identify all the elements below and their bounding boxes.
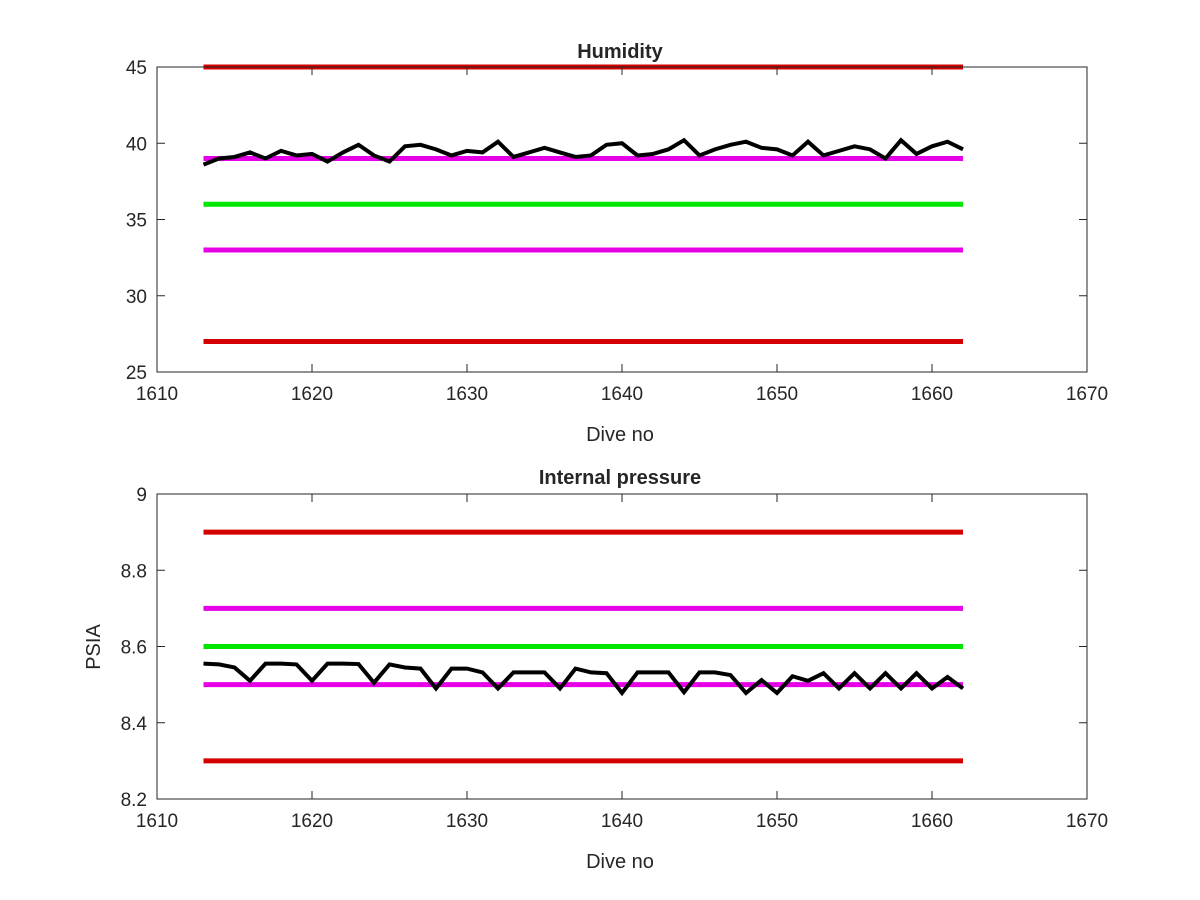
y-tick-label: 9 — [136, 485, 147, 506]
y-tick-label: 25 — [126, 363, 147, 384]
x-axis-label: Dive no — [586, 424, 654, 446]
x-tick-label: 1610 — [136, 811, 178, 832]
series-line — [203, 661, 965, 697]
x-tick-label: 1650 — [756, 384, 798, 405]
x-tick-label: 1660 — [911, 384, 953, 405]
x-tick-label: 1660 — [911, 811, 953, 832]
series-line — [202, 137, 964, 167]
y-tick-label: 8.4 — [121, 714, 148, 735]
x-tick-label: 1640 — [601, 811, 643, 832]
x-tick-label: 1630 — [446, 811, 488, 832]
y-tick-label: 45 — [126, 58, 147, 79]
x-tick-label: 1620 — [291, 811, 333, 832]
x-tick-label: 1630 — [446, 384, 488, 405]
y-tick-label: 8.2 — [121, 790, 147, 811]
y-tick-label: 35 — [126, 211, 147, 232]
y-tick-label: 30 — [126, 287, 147, 308]
humidity-chart: Humidity Dive no 1610 1620 1630 1640 1650 166… — [126, 41, 1108, 446]
x-tick-label: 1650 — [756, 811, 798, 832]
x-tick-label: 1670 — [1066, 811, 1108, 832]
y-tick-label: 8.6 — [121, 638, 147, 659]
chart-title: Internal pressure — [539, 467, 701, 489]
x-axis-label: Dive no — [586, 851, 654, 873]
y-tick-label: 40 — [126, 134, 147, 155]
x-tick-label: 1610 — [136, 384, 178, 405]
plot-area — [157, 67, 1087, 372]
chart-title: Humidity — [577, 41, 663, 63]
internal-pressure-chart: Internal pressure Dive no PSIA 1610 1620 1… — [83, 467, 1108, 873]
y-axis-label: PSIA — [83, 624, 105, 670]
y-tick-label: 8.8 — [121, 561, 147, 582]
x-tick-label: 1620 — [291, 384, 333, 405]
x-tick-label: 1640 — [601, 384, 643, 405]
x-tick-label: 1670 — [1066, 384, 1108, 405]
